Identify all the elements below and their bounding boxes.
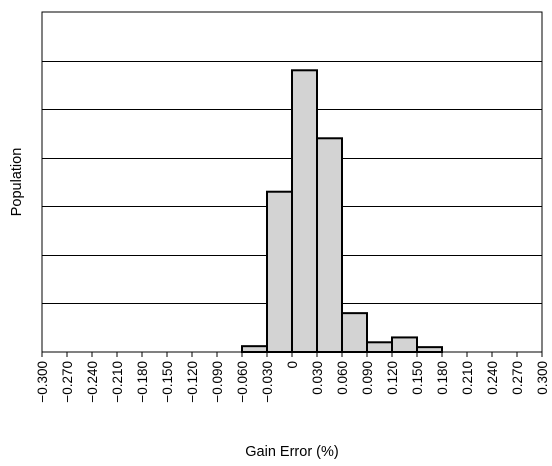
x-tick-label: 0 — [285, 361, 300, 369]
histogram-bar — [391, 336, 418, 353]
histogram-bar — [291, 69, 318, 354]
y-axis-title: Population — [9, 148, 25, 217]
x-tick-label: −0.090 — [210, 361, 225, 403]
histogram-bar — [416, 346, 443, 353]
x-tick-label: −0.060 — [235, 361, 250, 403]
x-tick-label: −0.180 — [135, 361, 150, 403]
x-tick-labels: −0.300 −0.270 −0.240 −0.210 −0.180 −0.150 −0.1… — [35, 361, 550, 403]
bars — [241, 69, 443, 354]
x-tick-label: −0.030 — [260, 361, 275, 403]
x-tick-label: −0.210 — [110, 361, 125, 403]
x-tick-label: −0.240 — [85, 361, 100, 403]
x-tick-label: 0.060 — [335, 361, 350, 395]
x-tick-label: 0.150 — [410, 361, 425, 395]
x-tick-label: 0.180 — [435, 361, 450, 395]
histogram-bar — [316, 137, 343, 353]
x-tick-label: 0.270 — [510, 361, 525, 395]
x-tick-label: −0.150 — [160, 361, 175, 403]
x-axis-title: Gain Error (%) — [245, 444, 338, 460]
x-tick-label: 0.030 — [310, 361, 325, 395]
histogram-bar — [241, 345, 268, 353]
histogram-bar — [341, 312, 368, 353]
x-tick-label: −0.300 — [35, 361, 50, 403]
histogram-bar — [266, 190, 293, 353]
x-ticks — [41, 352, 543, 357]
x-tick-label: 0.090 — [360, 361, 375, 395]
x-tick-label: −0.120 — [185, 361, 200, 403]
x-tick-label: 0.240 — [485, 361, 500, 395]
x-tick-label: 0.120 — [385, 361, 400, 395]
histogram-bar — [366, 341, 393, 353]
x-tick-label: −0.270 — [60, 361, 75, 403]
x-tick-label: 0.300 — [535, 361, 550, 395]
x-tick-label: 0.210 — [460, 361, 475, 395]
